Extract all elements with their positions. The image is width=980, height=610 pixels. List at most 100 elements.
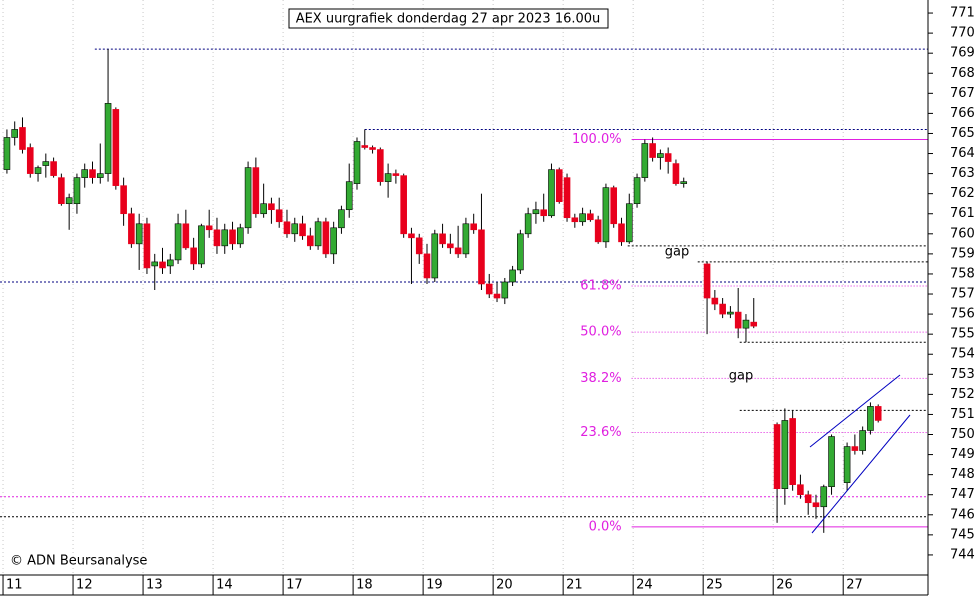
candle-body bbox=[73, 177, 81, 205]
candle-body bbox=[135, 223, 143, 245]
candle-body bbox=[128, 213, 135, 245]
candle-body bbox=[843, 446, 851, 483]
y-tick-label: 745 bbox=[950, 527, 975, 542]
candle-body bbox=[657, 153, 664, 158]
candle-body bbox=[672, 163, 680, 184]
y-tick-label: 755 bbox=[950, 327, 975, 342]
candle-body bbox=[392, 173, 400, 176]
y-tick-label: 744 bbox=[950, 547, 975, 562]
candle-body bbox=[275, 209, 283, 223]
candle-body bbox=[268, 203, 275, 211]
x-tick-label: 25 bbox=[706, 578, 723, 593]
candle-body bbox=[804, 494, 812, 504]
candle-body bbox=[501, 281, 509, 299]
candle-body bbox=[415, 237, 423, 255]
candle-body bbox=[384, 173, 392, 182]
candle-body bbox=[773, 424, 781, 489]
y-tick-label: 751 bbox=[950, 407, 975, 422]
y-tick-label: 748 bbox=[950, 467, 975, 482]
candle-body bbox=[229, 229, 236, 245]
candle-body bbox=[143, 223, 151, 269]
candle-body bbox=[330, 227, 337, 255]
y-tick-label: 753 bbox=[950, 367, 975, 382]
candle-body bbox=[820, 486, 828, 508]
y-tick-label: 757 bbox=[950, 287, 975, 302]
y-tick-label: 759 bbox=[950, 246, 975, 261]
candle-body bbox=[26, 147, 34, 174]
candle-body bbox=[283, 221, 291, 235]
candle-body bbox=[703, 263, 711, 299]
candle-body bbox=[610, 187, 618, 225]
candle-body bbox=[104, 103, 112, 174]
candle-body bbox=[532, 209, 540, 215]
candle-body bbox=[587, 213, 594, 221]
y-tick-label: 767 bbox=[950, 86, 975, 101]
candle-body bbox=[509, 269, 516, 283]
y-tick-label: 747 bbox=[950, 487, 975, 502]
y-tick-label: 766 bbox=[950, 106, 975, 121]
candle-body bbox=[594, 219, 602, 243]
x-tick-label: 17 bbox=[286, 578, 303, 593]
candle-body bbox=[408, 233, 415, 239]
candle-body bbox=[555, 169, 563, 203]
candle-body bbox=[120, 185, 127, 215]
candle-body bbox=[377, 149, 384, 182]
candle-body bbox=[190, 247, 197, 265]
candle-body bbox=[345, 181, 353, 211]
candle-body bbox=[719, 303, 726, 315]
x-tick-label: 26 bbox=[776, 578, 793, 593]
candle-body bbox=[602, 187, 610, 243]
candle-body bbox=[338, 209, 345, 229]
candle-body bbox=[151, 261, 159, 267]
candle-body bbox=[734, 311, 742, 329]
y-tick-label: 749 bbox=[950, 447, 975, 462]
candle-body bbox=[625, 203, 633, 243]
chart-title: AEX uurgrafiek donderdag 27 apr 2023 16.… bbox=[296, 12, 601, 27]
x-tick-label: 18 bbox=[356, 578, 373, 593]
candle-body bbox=[112, 109, 120, 186]
candle-body bbox=[205, 225, 213, 231]
y-tick-label: 756 bbox=[950, 307, 975, 322]
channel-lower bbox=[811, 414, 911, 534]
candle-body bbox=[579, 213, 586, 223]
candle-body bbox=[664, 153, 672, 162]
candle-body bbox=[618, 223, 625, 243]
candle-body bbox=[781, 420, 789, 489]
candle-body bbox=[423, 253, 431, 279]
candle-body bbox=[299, 223, 306, 237]
y-tick-label: 769 bbox=[950, 46, 975, 61]
y-tick-label: 764 bbox=[950, 146, 975, 161]
candle-body bbox=[314, 221, 322, 247]
candle-body bbox=[540, 209, 547, 217]
y-tick-label: 768 bbox=[950, 66, 975, 81]
channel-upper bbox=[809, 374, 901, 448]
candle-body bbox=[81, 169, 89, 178]
candle-body bbox=[750, 321, 758, 327]
x-tick-label: 20 bbox=[496, 578, 513, 593]
y-tick-label: 746 bbox=[950, 507, 975, 522]
candle-body bbox=[563, 177, 571, 219]
y-tick-label: 765 bbox=[950, 126, 975, 141]
title-box bbox=[288, 8, 609, 29]
candle-body bbox=[711, 297, 719, 305]
candle-body bbox=[42, 161, 50, 166]
candle-body bbox=[65, 197, 73, 205]
candle-body bbox=[159, 261, 166, 269]
fib-label: 0.0% bbox=[589, 519, 622, 534]
candle-body bbox=[727, 311, 734, 315]
candle-body bbox=[237, 227, 244, 245]
candle-body bbox=[485, 283, 493, 295]
candle-body bbox=[96, 173, 104, 178]
candle-body bbox=[431, 233, 439, 279]
candle-body bbox=[797, 484, 804, 496]
candle-body bbox=[859, 430, 866, 451]
y-tick-label: 752 bbox=[950, 387, 975, 402]
x-tick-label: 19 bbox=[426, 578, 443, 593]
y-tick-label: 770 bbox=[950, 26, 975, 41]
x-tick-label: 27 bbox=[846, 578, 863, 593]
y-tick-label: 763 bbox=[950, 166, 975, 181]
candle-body bbox=[260, 203, 267, 215]
fib-label: 50.0% bbox=[580, 325, 621, 340]
candle-body bbox=[867, 406, 874, 431]
